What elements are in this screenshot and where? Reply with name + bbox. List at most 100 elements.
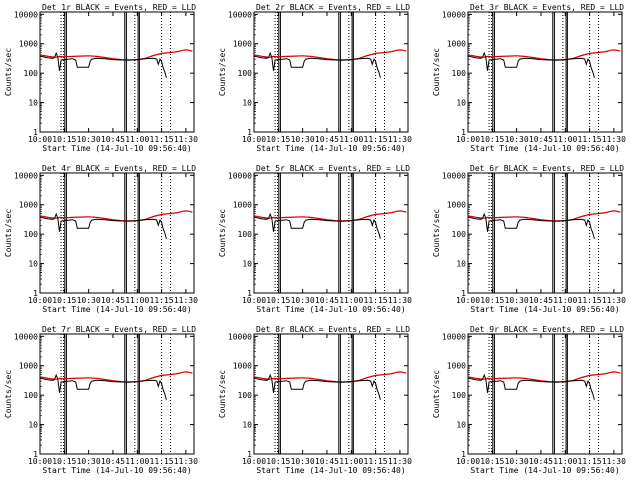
x-tick-label: 11:30 xyxy=(174,296,198,305)
detector-chart-7: Det 7r BLACK = Events, RED = LLD 10000 100… xyxy=(4,325,198,475)
x-tick-label: 11:15 xyxy=(150,135,174,144)
series-red-lld xyxy=(467,49,621,61)
y-tick-label: 10 xyxy=(28,260,38,269)
x-tick-label: 11:15 xyxy=(364,296,388,305)
y-tick-label: 100 xyxy=(238,69,253,78)
x-tick-label: 10:45 xyxy=(315,296,339,305)
y-axis-label: Counts/sec xyxy=(432,209,441,257)
y-axis-label: Counts/sec xyxy=(4,48,13,96)
chart-title: Det 1r BLACK = Events, RED = LLD xyxy=(42,3,196,12)
x-tick-label: 10:30 xyxy=(77,296,101,305)
chart-title: Det 4r BLACK = Events, RED = LLD xyxy=(42,164,196,173)
y-tick-label: 10 xyxy=(242,260,252,269)
y-tick-label: 100 xyxy=(24,230,39,239)
x-tick-label: 11:15 xyxy=(578,135,602,144)
x-tick-label: 11:15 xyxy=(578,457,602,466)
x-tick-label: 10:15 xyxy=(266,296,290,305)
x-tick-label: 10:15 xyxy=(480,457,504,466)
chart-title: Det 2r BLACK = Events, RED = LLD xyxy=(256,3,410,12)
x-tick-label: 10:45 xyxy=(529,296,553,305)
y-axis-label: Counts/sec xyxy=(218,370,227,418)
x-tick-label: 10:00 xyxy=(242,296,266,305)
detector-chart-3: Det 3r BLACK = Events, RED = LLD 10000 100… xyxy=(432,3,626,153)
y-tick-label: 1000 xyxy=(19,201,38,210)
plot-frame xyxy=(467,333,623,455)
y-tick-label: 100 xyxy=(24,69,39,78)
y-tick-label: 100 xyxy=(452,391,467,400)
detector-chart-2: Det 2r BLACK = Events, RED = LLD 10000 100… xyxy=(218,3,412,153)
y-tick-label: 100 xyxy=(238,230,253,239)
series-black-events xyxy=(253,51,381,78)
y-tick-label: 1 xyxy=(33,450,38,459)
y-axis-label: Counts/sec xyxy=(218,48,227,96)
plot-frame xyxy=(253,172,409,294)
x-tick-label: 10:15 xyxy=(266,135,290,144)
x-tick-label: 10:15 xyxy=(52,135,76,144)
x-tick-label: 11:30 xyxy=(388,135,412,144)
series-red-lld xyxy=(467,210,621,222)
chart-title: Det 3r BLACK = Events, RED = LLD xyxy=(470,3,624,12)
x-tick-label: 11:30 xyxy=(602,296,626,305)
x-tick-label: 10:00 xyxy=(456,457,480,466)
y-tick-label: 10000 xyxy=(228,171,252,180)
detector-chart-6: Det 6r BLACK = Events, RED = LLD 10000 100… xyxy=(432,164,626,314)
x-axis-label: Start Time (14-Jul-10 09:56:40) xyxy=(42,466,191,475)
x-tick-label: 10:30 xyxy=(505,457,529,466)
x-tick-label: 10:30 xyxy=(291,457,315,466)
x-tick-label: 10:30 xyxy=(77,135,101,144)
chart-title: Det 8r BLACK = Events, RED = LLD xyxy=(256,325,410,334)
series-red-lld xyxy=(253,49,407,61)
series-red-lld xyxy=(39,49,193,61)
plot-frame xyxy=(467,11,623,133)
x-tick-label: 10:30 xyxy=(505,135,529,144)
detector-chart-1: Det 1r BLACK = Events, RED = LLD 10000 100… xyxy=(4,3,198,153)
x-tick-label: 11:15 xyxy=(150,457,174,466)
y-tick-label: 10000 xyxy=(228,10,252,19)
x-tick-label: 10:00 xyxy=(28,457,52,466)
detector-chart-4: Det 4r BLACK = Events, RED = LLD 10000 100… xyxy=(4,164,198,314)
x-tick-label: 11:30 xyxy=(602,457,626,466)
x-tick-label: 11:30 xyxy=(388,296,412,305)
x-tick-label: 10:30 xyxy=(505,296,529,305)
series-black-events xyxy=(39,373,167,400)
y-tick-label: 1 xyxy=(461,450,466,459)
chart-title: Det 9r BLACK = Events, RED = LLD xyxy=(470,325,624,334)
y-tick-label: 10000 xyxy=(442,171,466,180)
x-axis-label: Start Time (14-Jul-10 09:56:40) xyxy=(256,466,405,475)
y-tick-label: 100 xyxy=(238,391,253,400)
y-tick-label: 1000 xyxy=(447,362,466,371)
y-tick-label: 1 xyxy=(33,128,38,137)
y-tick-label: 1 xyxy=(247,128,252,137)
y-tick-label: 10000 xyxy=(228,332,252,341)
series-black-events xyxy=(467,51,595,78)
x-tick-label: 10:30 xyxy=(291,296,315,305)
y-tick-label: 1000 xyxy=(447,201,466,210)
x-tick-label: 11:30 xyxy=(174,457,198,466)
series-red-lld xyxy=(39,371,193,383)
x-axis-label: Start Time (14-Jul-10 09:56:40) xyxy=(42,305,191,314)
series-black-events xyxy=(253,373,381,400)
x-axis-label: Start Time (14-Jul-10 09:56:40) xyxy=(470,305,619,314)
x-tick-label: 10:30 xyxy=(291,135,315,144)
y-axis-label: Counts/sec xyxy=(4,209,13,257)
x-tick-label: 10:45 xyxy=(529,457,553,466)
y-axis-label: Counts/sec xyxy=(432,370,441,418)
x-tick-label: 10:30 xyxy=(77,457,101,466)
series-red-lld xyxy=(253,210,407,222)
x-axis-label: Start Time (14-Jul-10 09:56:40) xyxy=(256,305,405,314)
chart-title: Det 6r BLACK = Events, RED = LLD xyxy=(470,164,624,173)
x-tick-label: 10:45 xyxy=(101,457,125,466)
y-tick-label: 10 xyxy=(456,260,466,269)
plot-frame xyxy=(39,333,195,455)
y-tick-label: 100 xyxy=(452,230,467,239)
x-tick-label: 10:15 xyxy=(480,135,504,144)
x-tick-label: 11:30 xyxy=(602,135,626,144)
y-tick-label: 10 xyxy=(242,421,252,430)
y-tick-label: 10 xyxy=(28,99,38,108)
x-tick-label: 11:30 xyxy=(174,135,198,144)
y-tick-label: 10000 xyxy=(442,10,466,19)
series-black-events xyxy=(39,51,167,78)
series-red-lld xyxy=(467,371,621,383)
y-tick-label: 100 xyxy=(24,391,39,400)
x-tick-label: 11:00 xyxy=(553,457,577,466)
